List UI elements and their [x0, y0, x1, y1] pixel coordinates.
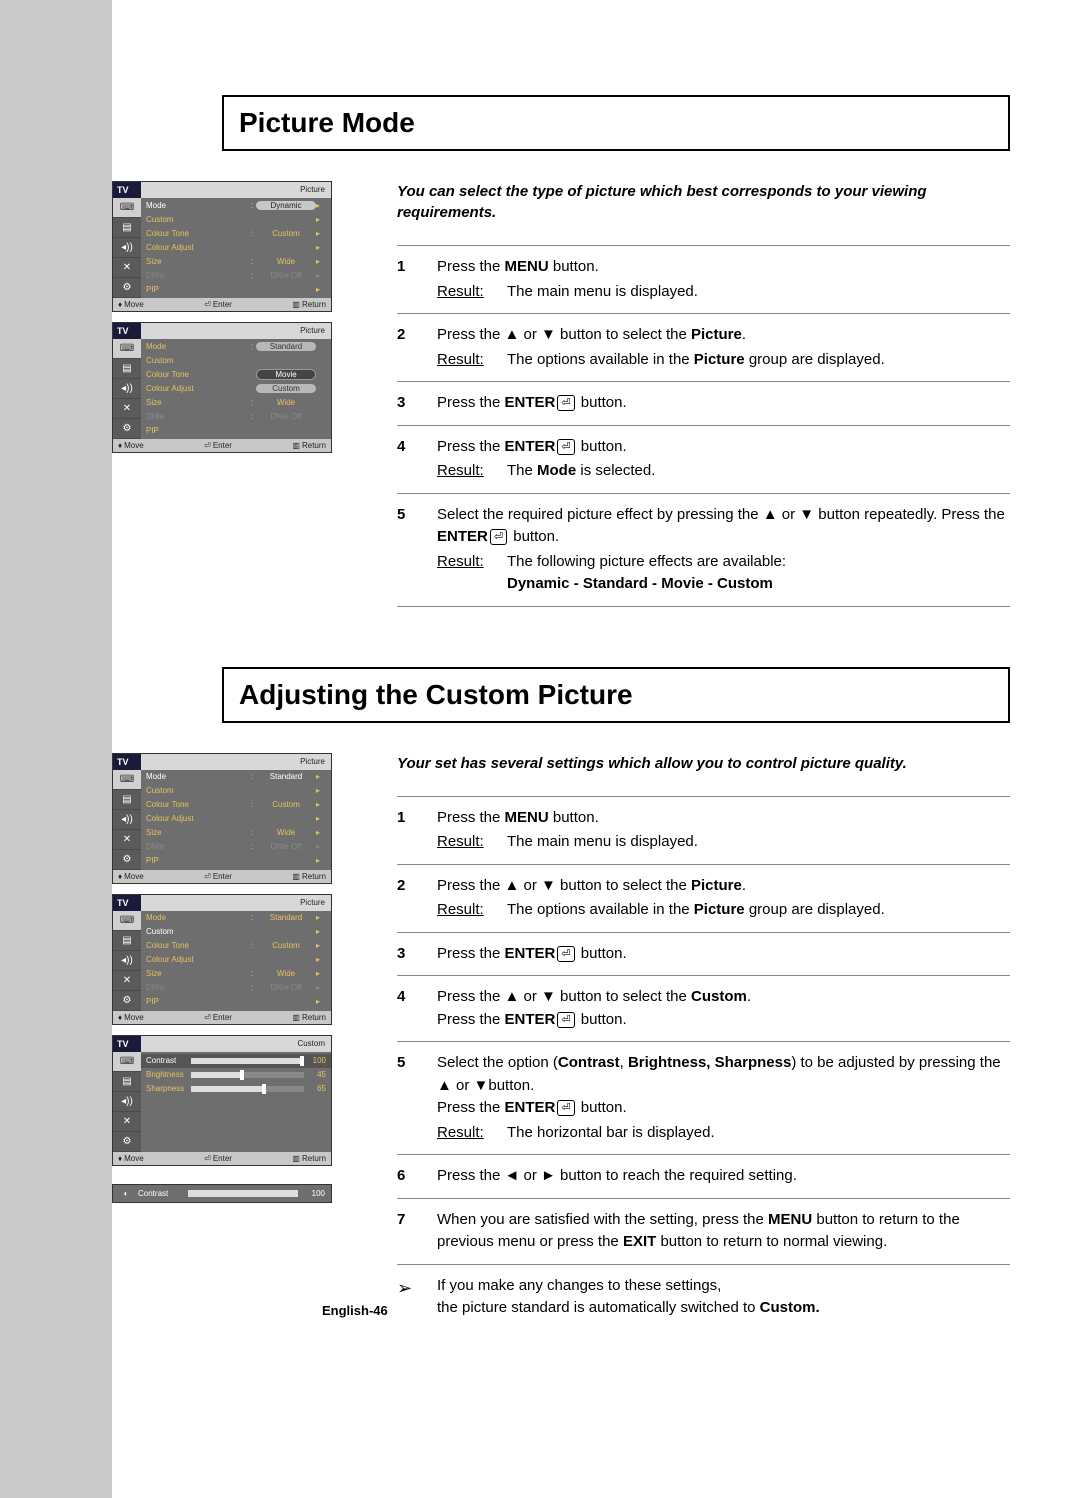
enter-icon: ⏎ — [557, 1012, 574, 1028]
step-5: 5 Select the option (Contrast, Brightnes… — [397, 1041, 1010, 1154]
osd-row-cadj: Colour Adjust▸ — [141, 240, 331, 254]
section2-header: Adjusting the Custom Picture — [222, 667, 1010, 723]
section1-header: Picture Mode — [222, 95, 1010, 151]
step-4: 4 Press the ▲ or ▼ button to select the … — [397, 975, 1010, 1041]
left-margin — [0, 0, 112, 1498]
osd-picture-1: TV Picture ⌨ ▤ ◂)) ✕ ⚙ Mode:Dynamic▸ — [112, 181, 332, 312]
section2-osd-col: TVPicture ⌨▤◂))✕⚙ Mode:Standard▸ Custom▸… — [112, 753, 372, 1330]
section2-text: Your set has several settings which allo… — [372, 753, 1080, 1330]
osd-icon-col: ⌨ ▤ ◂)) ✕ ⚙ — [113, 198, 141, 298]
osd-header: TV Picture — [113, 182, 331, 198]
section1-title: Picture Mode — [239, 107, 993, 139]
osd-row-mode: Mode:Standard — [141, 339, 331, 353]
osd-row-dnie: DNIe:DNIe Off — [141, 409, 331, 423]
enter-icon: ⏎ — [557, 439, 574, 455]
slider-sharpness: Sharpness 65 — [141, 1082, 331, 1096]
enter-icon: ⏎ — [557, 1100, 574, 1116]
contrast-icon: ◐ — [119, 1189, 133, 1198]
osd-icon-channel: ✕ — [113, 258, 141, 278]
osd-return: ▥ Return — [292, 300, 326, 309]
note-line1: If you make any changes to these setting… — [437, 1275, 820, 1298]
content-area: Picture Mode TV Picture ⌨ ▤ ◂)) ✕ — [112, 0, 1080, 1498]
osd-custom-sliders: TVCustom ⌨▤◂))✕⚙ Contrast 100 Brightness — [112, 1035, 332, 1166]
enter-icon: ⏎ — [490, 529, 507, 545]
step-1: 1 Press the MENU button. Result:The main… — [397, 245, 1010, 313]
note-line2b: Custom. — [760, 1299, 820, 1316]
section1-steps: 1 Press the MENU button. Result:The main… — [397, 245, 1010, 607]
osd-picture-3: TVPicture ⌨▤◂))✕⚙ Mode:Standard▸ Custom▸… — [112, 753, 332, 884]
osd-row-pip: PIP — [141, 423, 331, 437]
section1-intro: You can select the type of picture which… — [397, 181, 1010, 223]
step-6: 6 Press the ◄ or ► button to reach the r… — [397, 1154, 1010, 1198]
osd-picture-2: TVPicture ⌨▤◂))✕⚙ Mode:Standard Custom C… — [112, 322, 332, 453]
step-5: 5 Select the required picture effect by … — [397, 493, 1010, 607]
page: Picture Mode TV Picture ⌨ ▤ ◂)) ✕ — [0, 0, 1080, 1498]
osd-row-ctone: Colour ToneMovie — [141, 367, 331, 381]
note-icon: ➢ — [397, 1275, 437, 1302]
section2-steps: 1 Press the MENU button. Result:The main… — [397, 796, 1010, 1265]
section1-osd-col: TV Picture ⌨ ▤ ◂)) ✕ ⚙ Mode:Dynamic▸ — [112, 181, 372, 607]
step-7: 7 When you are satisfied with the settin… — [397, 1198, 1010, 1265]
osd-row-size: Size:Wide▸ — [141, 254, 331, 268]
osd-row-ctone: Colour Tone:Custom▸ — [141, 226, 331, 240]
osd-row-mode: Mode:Dynamic▸ — [141, 198, 331, 212]
osd-title: Picture — [141, 182, 331, 198]
osd-row-dnie: DNIe:DNIe Off▸ — [141, 268, 331, 282]
osd-row-cadj: Colour AdjustCustom — [141, 381, 331, 395]
enter-icon: ⏎ — [557, 395, 574, 411]
section2-intro: Your set has several settings which allo… — [397, 753, 1010, 774]
slider-contrast: Contrast 100 — [141, 1054, 331, 1068]
osd-contrast-bar: ◐ Contrast 100 — [112, 1184, 332, 1203]
step-4: 4 Press the ENTER⏎ button. Result:The Mo… — [397, 425, 1010, 493]
osd-icon-setup: ⚙ — [113, 278, 141, 298]
osd-rows: Mode:Dynamic▸ Custom▸ Colour Tone:Custom… — [141, 198, 331, 298]
osd-picture-4: TVPicture ⌨▤◂))✕⚙ Mode:Standard▸ Custom▸… — [112, 894, 332, 1025]
slider-brightness: Brightness 45 — [141, 1068, 331, 1082]
section2-body: TVPicture ⌨▤◂))✕⚙ Mode:Standard▸ Custom▸… — [112, 753, 1080, 1330]
osd-footer: ♦ Move ⏎ Enter ▥ Return — [113, 298, 331, 311]
osd-icon-sound: ◂)) — [113, 238, 141, 258]
osd-row-pip: PIP▸ — [141, 282, 331, 296]
osd-move: ♦ Move — [118, 300, 144, 309]
osd-enter: ⏎ Enter — [204, 300, 232, 309]
step-2: 2 Press the ▲ or ▼ button to select the … — [397, 864, 1010, 932]
enter-icon: ⏎ — [557, 946, 574, 962]
step-1: 1 Press the MENU button. Result:The main… — [397, 796, 1010, 864]
osd-row-custom: Custom — [141, 353, 331, 367]
osd-icon-input: ⌨ — [113, 198, 141, 218]
contrast-value: 100 — [303, 1189, 325, 1198]
step-2: 2 Press the ▲ or ▼ button to select the … — [397, 313, 1010, 381]
section1-text: You can select the type of picture which… — [372, 181, 1080, 607]
section1-body: TV Picture ⌨ ▤ ◂)) ✕ ⚙ Mode:Dynamic▸ — [112, 181, 1080, 607]
page-number: English-46 — [322, 1303, 388, 1318]
osd-row-size: Size:Wide — [141, 395, 331, 409]
osd-tv-label: TV — [113, 182, 141, 198]
contrast-label: Contrast — [138, 1189, 183, 1198]
step-3: 3 Press the ENTER⏎ button. — [397, 932, 1010, 976]
osd-row-custom: Custom▸ — [141, 212, 331, 226]
step-3: 3 Press the ENTER⏎ button. — [397, 381, 1010, 425]
osd-icon-picture: ▤ — [113, 218, 141, 238]
section2-title: Adjusting the Custom Picture — [239, 679, 993, 711]
note-line2a: the picture standard is automatically sw… — [437, 1299, 760, 1316]
note: ➢ If you make any changes to these setti… — [397, 1265, 1010, 1330]
